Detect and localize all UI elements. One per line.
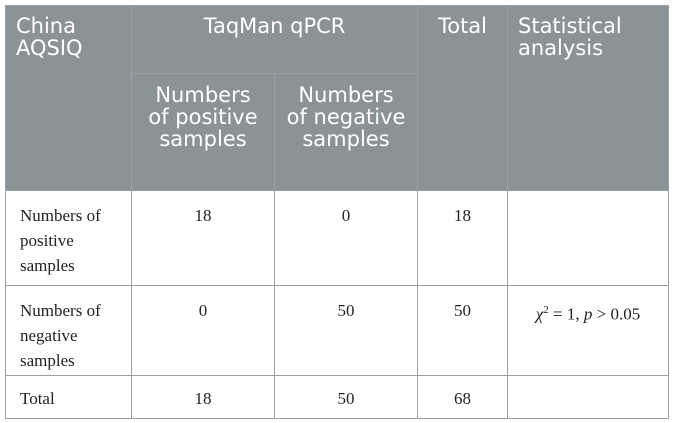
cell-total: 18 — [417, 190, 508, 286]
cell-positive: 0 — [131, 285, 275, 376]
row-label: Numbers of positive samples — [5, 190, 132, 286]
cell-positive: 18 — [131, 375, 275, 419]
results-table: China AQSIQ TaqMan qPCR Total Statistica… — [5, 5, 669, 419]
cell-total: 50 — [417, 285, 508, 376]
header-statistical-analysis: Statistical analysis — [507, 5, 669, 191]
header-row-1: China AQSIQ TaqMan qPCR Total Statistica… — [5, 5, 669, 191]
stat-threshold: > 0.05 — [592, 304, 641, 324]
header-row-group: China AQSIQ — [5, 5, 132, 191]
row-label: Total — [5, 375, 132, 419]
stat-chi-exponent: 2 — [543, 304, 549, 316]
cell-negative: 50 — [274, 285, 418, 376]
cell-negative: 0 — [274, 190, 418, 286]
table-row: Numbers of negative samples 0 50 50 χ2 =… — [5, 285, 669, 376]
header-total: Total — [417, 5, 508, 191]
cell-positive: 18 — [131, 190, 275, 286]
table-row: Numbers of positive samples 18 0 18 — [5, 190, 669, 286]
cell-stat-formula: χ2 = 1, p > 0.05 — [507, 285, 669, 376]
header-negative-samples: Numbers of negative samples — [274, 73, 418, 191]
stat-equals: = 1, — [548, 304, 584, 324]
table-row: Total 18 50 68 — [5, 375, 669, 419]
cell-total: 68 — [417, 375, 508, 419]
stat-p: p — [583, 304, 593, 324]
cell-stat — [507, 375, 669, 419]
header-row-2: Numbers of positive samples Numbers of n… — [6, 73, 669, 191]
header-method: TaqMan qPCR — [131, 5, 418, 74]
cell-negative: 50 — [274, 375, 418, 419]
stat-chi: χ — [535, 304, 544, 324]
header-positive-samples: Numbers of positive samples — [131, 73, 275, 191]
cell-stat — [507, 190, 669, 286]
row-label: Numbers of negative samples — [5, 285, 132, 376]
